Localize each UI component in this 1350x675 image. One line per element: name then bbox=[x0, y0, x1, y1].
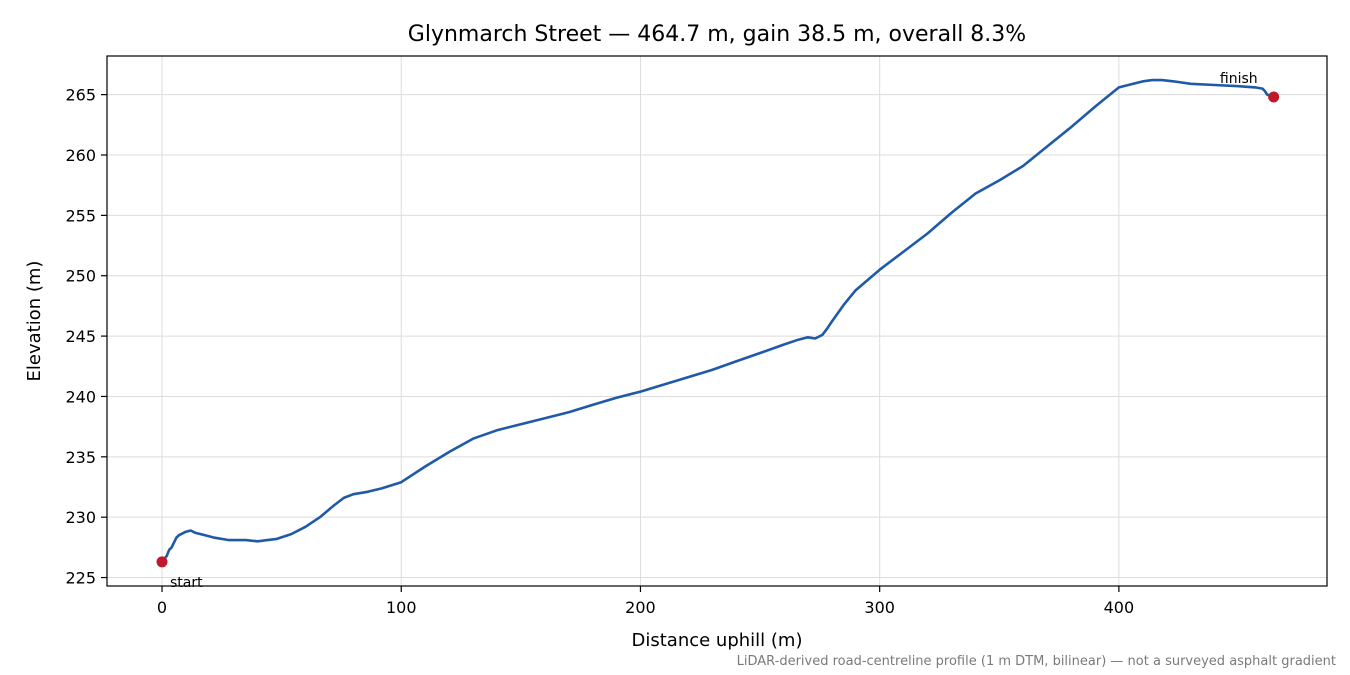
y-tick-label: 265 bbox=[65, 86, 96, 105]
finish-label: finish bbox=[1220, 71, 1258, 87]
y-tick-label: 245 bbox=[65, 327, 96, 346]
elevation-series-line bbox=[160, 78, 1275, 564]
start-label: start bbox=[170, 575, 203, 591]
x-axis-ticks: 0 100 200 300 400 bbox=[157, 586, 1134, 617]
x-tick-label: 100 bbox=[386, 598, 417, 617]
x-tick-label: 0 bbox=[157, 598, 167, 617]
x-tick-label: 300 bbox=[864, 598, 895, 617]
x-tick-label: 200 bbox=[625, 598, 656, 617]
y-tick-label: 235 bbox=[65, 448, 96, 467]
plot-frame bbox=[106, 55, 1328, 587]
grid-lines bbox=[107, 56, 1327, 586]
finish-marker bbox=[1268, 91, 1280, 103]
y-axis-label: Elevation (m) bbox=[24, 261, 45, 382]
y-tick-label: 260 bbox=[65, 146, 96, 165]
chart-title: Glynmarch Street — 464.7 m, gain 38.5 m,… bbox=[408, 22, 1026, 47]
y-tick-label: 240 bbox=[65, 387, 96, 406]
y-tick-label: 225 bbox=[65, 569, 96, 588]
x-tick-label: 400 bbox=[1104, 598, 1135, 617]
chart-footnote: LiDAR-derived road-centreline profile (1… bbox=[737, 654, 1336, 669]
y-axis-ticks: 225 230 235 240 245 250 255 260 265 bbox=[65, 86, 107, 588]
x-axis-label: Distance uphill (m) bbox=[632, 630, 803, 651]
y-tick-label: 230 bbox=[65, 508, 96, 527]
elevation-line-layer bbox=[160, 78, 1275, 564]
endpoint-markers: start finish bbox=[156, 71, 1280, 591]
y-tick-label: 250 bbox=[65, 267, 96, 286]
y-tick-label: 255 bbox=[65, 206, 96, 225]
start-marker bbox=[156, 556, 168, 568]
